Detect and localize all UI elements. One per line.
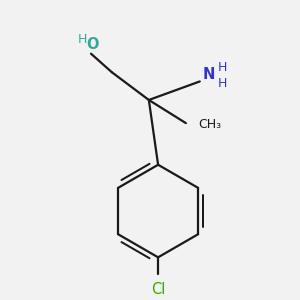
Text: H: H: [218, 61, 228, 74]
Text: H: H: [218, 77, 228, 90]
Text: N: N: [203, 67, 215, 82]
Text: Cl: Cl: [151, 282, 165, 297]
Text: CH₃: CH₃: [199, 118, 222, 131]
Text: H: H: [78, 33, 88, 46]
Text: O: O: [86, 37, 98, 52]
